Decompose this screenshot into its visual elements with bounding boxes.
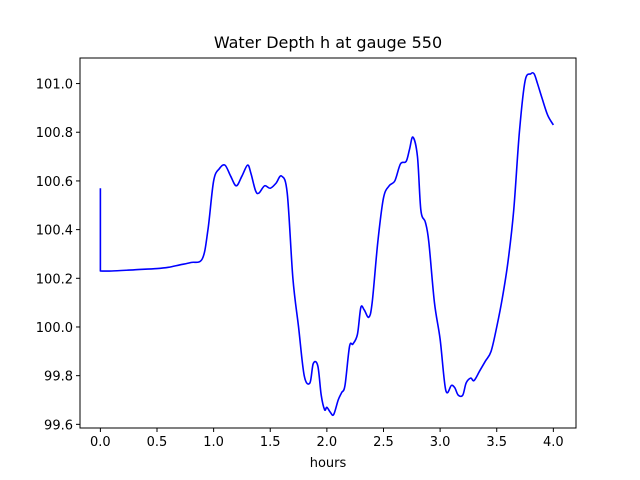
y-tick-label: 100.2 bbox=[36, 272, 73, 287]
y-tick-label: 100.4 bbox=[36, 224, 73, 239]
y-tick-label: 100.6 bbox=[36, 175, 73, 190]
plot-area bbox=[99, 71, 555, 417]
x-axis-label: hours bbox=[310, 456, 347, 471]
x-tick-label: 1.5 bbox=[260, 435, 281, 450]
axis-ticks: 0.0 0.5 1.0 1.5 2.0 2.5 3.0 3.5 4.0 99.6 99.8 100.0… bbox=[36, 78, 564, 450]
y-tick-label: 99.6 bbox=[44, 418, 73, 433]
y-tick-label: 100.8 bbox=[36, 126, 73, 141]
x-tick-label: 0.5 bbox=[147, 435, 168, 450]
chart-title: Water Depth h at gauge 550 bbox=[214, 33, 442, 52]
x-tick-label: 1.0 bbox=[203, 435, 224, 450]
y-tick-label: 101.0 bbox=[36, 78, 73, 93]
x-tick-label: 3.5 bbox=[486, 435, 507, 450]
series-line bbox=[99, 71, 555, 417]
y-tick-label: 100.0 bbox=[36, 321, 73, 336]
x-tick-label: 4.0 bbox=[543, 435, 564, 450]
x-tick-label: 0.0 bbox=[90, 435, 111, 450]
x-tick-label: 2.5 bbox=[373, 435, 394, 450]
x-tick-label: 3.0 bbox=[430, 435, 451, 450]
y-tick-label: 99.8 bbox=[44, 370, 73, 385]
axes-frame bbox=[79, 57, 577, 429]
x-tick-label: 2.0 bbox=[317, 435, 338, 450]
